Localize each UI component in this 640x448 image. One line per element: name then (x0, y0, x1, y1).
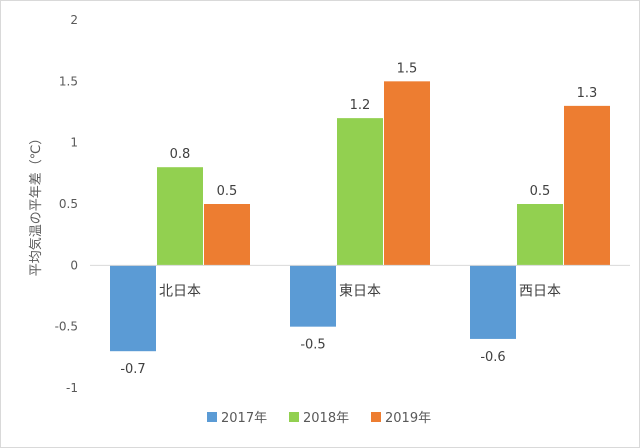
bar (517, 204, 563, 266)
data-label: 0.8 (170, 147, 191, 162)
legend-swatch (371, 412, 381, 422)
category-label: 北日本 (159, 283, 201, 299)
bar (470, 265, 516, 339)
bar (337, 118, 383, 266)
legend-swatch (289, 412, 299, 422)
bar (157, 167, 203, 266)
bar (564, 105, 610, 266)
data-label: -0.5 (300, 338, 325, 353)
bar (110, 265, 156, 352)
y-tick-label: 1.5 (59, 74, 78, 88)
y-tick-label: 1 (70, 136, 78, 150)
data-label: 1.2 (350, 98, 371, 113)
y-tick-label: 0 (70, 258, 78, 272)
y-tick-label: 2 (70, 13, 78, 27)
category-labels: 北日本 東日本 西日本 (159, 283, 561, 299)
category-label: 東日本 (339, 283, 381, 299)
bars (110, 81, 610, 352)
y-tick-label: 0.5 (59, 197, 78, 211)
legend-label: 2018年 (303, 411, 349, 426)
legend-label: 2019年 (385, 411, 431, 426)
y-axis-title: 平均気温の平年差（℃） (28, 132, 44, 277)
category-label: 西日本 (519, 283, 561, 299)
y-tick-label: -1 (66, 381, 78, 395)
data-labels: -0.7 0.8 0.5 -0.5 1.2 1.5 -0.6 0.5 1.3 (120, 61, 597, 377)
legend-label: 2017年 (221, 411, 267, 426)
data-label: 1.3 (577, 86, 598, 101)
bar (204, 204, 250, 266)
legend-swatch (207, 412, 217, 422)
data-label: 0.5 (530, 184, 551, 199)
y-tick-label: -0.5 (55, 320, 78, 334)
data-label: -0.7 (120, 362, 145, 377)
legend: 2017年 2018年 2019年 (207, 411, 431, 426)
data-label: 1.5 (397, 61, 418, 76)
y-tick-labels: -1 -0.5 0 0.5 1 1.5 2 (55, 13, 78, 395)
data-label: -0.6 (480, 350, 505, 365)
data-label: 0.5 (217, 184, 238, 199)
bar (290, 265, 336, 327)
bar (384, 81, 430, 266)
